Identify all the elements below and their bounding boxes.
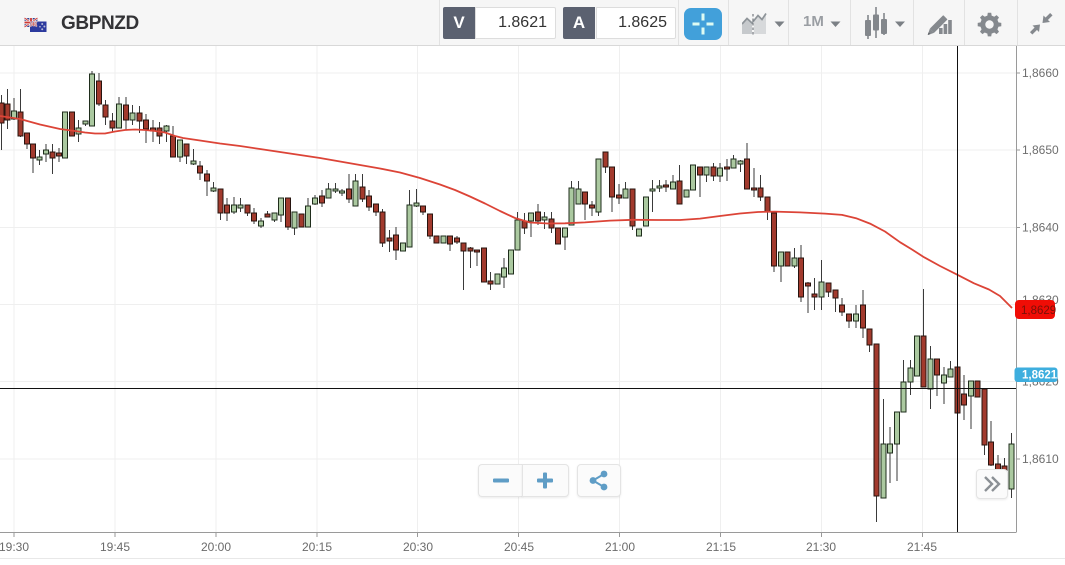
svg-text:19:45: 19:45 bbox=[100, 540, 130, 554]
svg-text:1,8660: 1,8660 bbox=[1022, 66, 1059, 80]
svg-text:20:15: 20:15 bbox=[302, 540, 332, 554]
svg-text:1,8621: 1,8621 bbox=[1022, 370, 1058, 382]
svg-text:20:45: 20:45 bbox=[504, 540, 534, 554]
svg-text:19:30: 19:30 bbox=[0, 540, 29, 554]
svg-text:21:30: 21:30 bbox=[806, 540, 836, 554]
svg-text:20:00: 20:00 bbox=[201, 540, 231, 554]
svg-text:1,8650: 1,8650 bbox=[1022, 143, 1059, 157]
svg-text:21:00: 21:00 bbox=[605, 540, 635, 554]
svg-text:1,8610: 1,8610 bbox=[1022, 452, 1059, 466]
svg-text:20:30: 20:30 bbox=[403, 540, 433, 554]
svg-text:1,8629: 1,8629 bbox=[1021, 305, 1056, 317]
svg-text:21:15: 21:15 bbox=[706, 540, 736, 554]
svg-text:21:45: 21:45 bbox=[907, 540, 937, 554]
svg-text:1,8640: 1,8640 bbox=[1022, 220, 1059, 234]
